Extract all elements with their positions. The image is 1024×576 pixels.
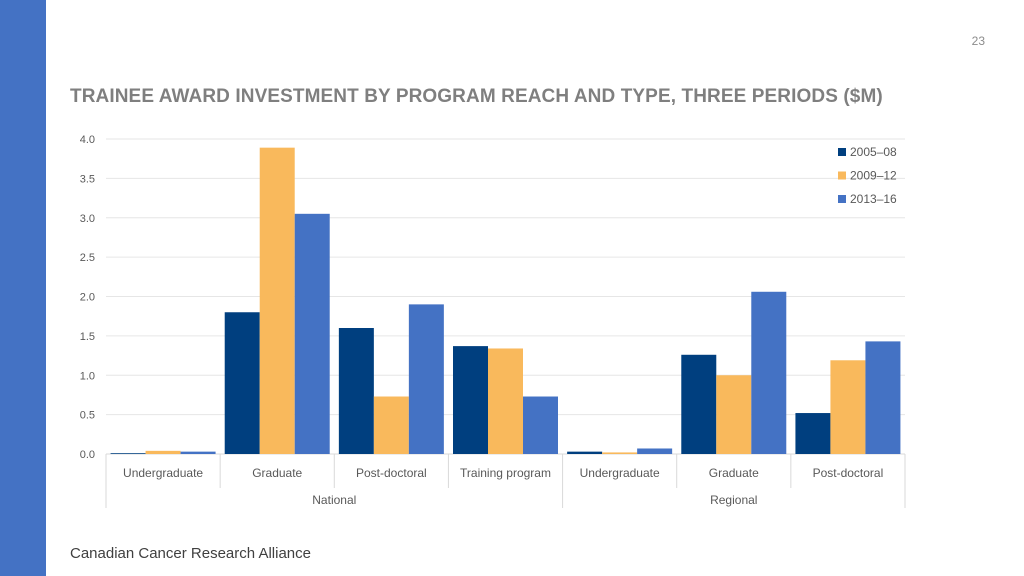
legend-label: 2005–08 (850, 145, 897, 159)
bar (567, 451, 603, 454)
bar (716, 375, 752, 454)
bar (110, 453, 146, 454)
x-tick-label: Post-doctoral (356, 466, 427, 480)
x-tick-label: Training program (460, 466, 551, 480)
group-label: Regional (710, 493, 757, 507)
bar (373, 396, 409, 454)
y-tick-label: 3.5 (80, 173, 95, 185)
y-tick-label: 3.0 (80, 213, 95, 225)
y-tick-label: 0.0 (80, 449, 95, 461)
bar (294, 213, 330, 454)
x-tick-label: Undergraduate (123, 466, 203, 480)
legend-label: 2009–12 (850, 169, 897, 183)
group-label: National (312, 493, 356, 507)
legend-swatch (838, 171, 846, 180)
bar (180, 451, 216, 454)
y-tick-label: 4.0 (80, 134, 95, 146)
legend-label: 2013–16 (850, 192, 897, 206)
bar (224, 312, 260, 454)
bar (602, 452, 638, 454)
bar (523, 396, 558, 454)
y-tick-label: 1.5 (80, 331, 95, 343)
y-tick-label: 2.5 (80, 252, 95, 264)
chart-title: TRAINEE AWARD INVESTMENT BY PROGRAM REAC… (70, 86, 883, 107)
bar (681, 354, 717, 454)
bar (408, 304, 444, 454)
y-tick-label: 1.0 (80, 370, 95, 382)
legend-swatch (838, 195, 846, 203)
bar (795, 413, 831, 454)
legend-swatch (838, 148, 846, 156)
y-tick-label: 0.5 (80, 410, 95, 422)
bar (751, 291, 787, 454)
bar (830, 360, 866, 454)
bar (453, 346, 488, 454)
y-tick-label: 2.0 (80, 292, 95, 304)
x-tick-label: Graduate (709, 466, 759, 480)
bar (488, 348, 523, 454)
bar (145, 450, 181, 454)
x-tick-label: Undergraduate (580, 466, 660, 480)
bar (338, 328, 374, 454)
x-tick-label: Graduate (252, 466, 302, 480)
footer-text: Canadian Cancer Research Alliance (70, 545, 311, 562)
bar (865, 341, 901, 454)
bar (259, 147, 295, 454)
bar (637, 448, 673, 454)
page-number: 23 (971, 34, 985, 48)
left-accent-bar (0, 0, 46, 576)
x-tick-label: Post-doctoral (813, 466, 884, 480)
